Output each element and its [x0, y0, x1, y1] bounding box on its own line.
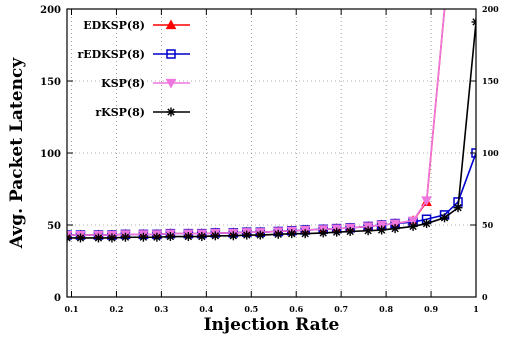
x-tick-label: 1: [473, 304, 479, 314]
data-point: [363, 226, 373, 236]
y-tick-label: 100: [40, 149, 61, 160]
data-point: [421, 196, 432, 207]
series-line: [67, 9, 446, 236]
data-point: [228, 231, 238, 241]
legend-marker: [165, 78, 177, 89]
y-axis-title: Avg. Packet Latency: [7, 57, 27, 250]
legend-marker: [166, 107, 176, 117]
data-point: [138, 232, 148, 242]
legend-item: rEDKSP(8): [77, 48, 190, 61]
data-point: [165, 232, 175, 242]
tick-layer: 0 0 50 50 100 100 150 150 200 200 0.1 0.2 0.3 0.4 0.5 0…: [40, 4, 499, 314]
series-EDKSP(8): [67, 9, 446, 240]
data-point: [471, 17, 476, 27]
data-point: [376, 220, 387, 231]
legend-label: rKSP(8): [95, 106, 145, 119]
data-point: [183, 232, 193, 242]
x-tick-label: 0.5: [244, 304, 258, 314]
series-line: [67, 9, 446, 236]
x-tick-label: 0.1: [65, 304, 79, 314]
x-tick-label: 0.9: [424, 304, 438, 314]
legend-label: EDKSP(8): [83, 19, 145, 32]
y2-tick-label: 50: [482, 220, 494, 230]
legend: EDKSP(8) rEDKSP(8) KSP(8) rKSP(8): [77, 19, 190, 119]
x-axis-title: Injection Rate: [204, 315, 340, 335]
x-tick-label: 0.8: [379, 304, 393, 314]
data-point: [440, 213, 450, 223]
data-point: [210, 231, 220, 241]
data-point: [390, 224, 400, 234]
legend-marker: [165, 19, 177, 30]
data-point: [75, 233, 85, 243]
y2-tick-label: 200: [482, 4, 499, 14]
y2-tick-label: 0: [482, 292, 488, 302]
data-point: [242, 230, 252, 240]
legend-label: KSP(8): [101, 77, 145, 90]
data-point: [407, 216, 419, 227]
legend-item: EDKSP(8): [83, 19, 190, 32]
legend-item: rKSP(8): [95, 106, 190, 119]
x-tick-label: 0.7: [334, 304, 348, 314]
data-point: [287, 229, 297, 239]
x-tick-label: 0.2: [109, 304, 123, 314]
series-KSP(8): [67, 9, 446, 241]
y-tick-label: 200: [40, 5, 61, 16]
data-point: [255, 230, 265, 240]
y-tick-label: 0: [54, 293, 61, 304]
series-line: [67, 21, 476, 239]
y-tick-label: 50: [47, 221, 61, 232]
data-point: [93, 233, 103, 243]
data-point: [120, 232, 130, 242]
data-point: [300, 229, 310, 239]
x-tick-label: 0.6: [289, 304, 303, 314]
y2-tick-label: 150: [482, 76, 499, 86]
data-point: [422, 219, 432, 229]
data-point: [107, 233, 117, 243]
data-point: [377, 225, 387, 235]
y-tick-label: 150: [40, 77, 61, 88]
data-point: [408, 221, 418, 231]
grid: [67, 9, 476, 297]
x-tick-label: 0.4: [199, 304, 213, 314]
data-point: [389, 219, 401, 230]
y2-tick-label: 100: [482, 148, 499, 158]
data-point: [152, 232, 162, 242]
data-point: [345, 226, 355, 236]
data-point: [197, 232, 207, 242]
data-point: [453, 203, 463, 213]
data-point: [318, 228, 328, 238]
x-tick-label: 0.3: [154, 304, 168, 314]
legend-item: KSP(8): [101, 77, 190, 90]
series-layer: [67, 9, 476, 243]
data-point: [273, 229, 283, 239]
data-point: [332, 227, 342, 237]
legend-label: rEDKSP(8): [77, 48, 145, 61]
legend-marker: [166, 49, 176, 59]
